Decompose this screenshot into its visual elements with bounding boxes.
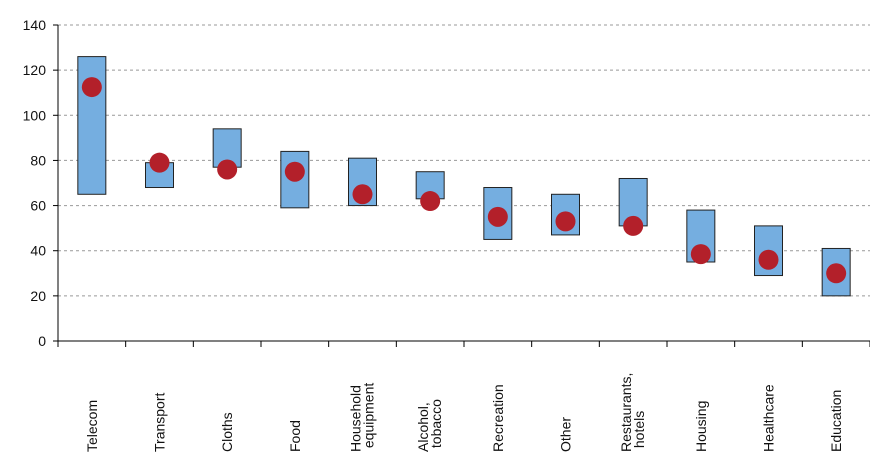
y-tick-label: 100 — [23, 107, 47, 123]
x-tick-label: Housing — [693, 401, 709, 452]
dot — [352, 184, 373, 205]
x-tick-label: Telecom — [84, 400, 100, 452]
dot — [487, 206, 508, 227]
x-tick-label: Recreation — [490, 384, 506, 452]
x-tick-label: Household equipment — [348, 383, 377, 452]
dot — [284, 161, 305, 182]
x-tick-label: Transport — [152, 392, 168, 452]
x-tick-label: Cloths — [219, 412, 235, 452]
y-tick-label: 120 — [23, 62, 47, 78]
x-tick-label: Food — [287, 420, 303, 452]
dot — [555, 211, 576, 232]
x-tick-label: Healthcare — [761, 384, 777, 452]
y-tick-label: 60 — [30, 198, 46, 214]
dot — [826, 263, 847, 284]
dot — [217, 159, 238, 180]
x-tick-label: Education — [828, 390, 844, 452]
y-tick-label: 40 — [30, 243, 46, 259]
dot — [420, 191, 441, 212]
y-tick-label: 0 — [38, 333, 46, 349]
x-tick-label: Restaurants, hotels — [618, 373, 647, 452]
x-tick-label: Alcohol, tobacco — [415, 399, 444, 452]
dot — [690, 244, 711, 265]
y-tick-label: 80 — [30, 152, 46, 168]
dot — [81, 77, 102, 98]
x-tick-label: Other — [558, 417, 574, 452]
dot — [149, 152, 170, 173]
dot — [623, 215, 644, 236]
y-tick-label: 140 — [23, 17, 47, 33]
dot — [758, 249, 779, 270]
y-tick-label: 20 — [30, 288, 46, 304]
